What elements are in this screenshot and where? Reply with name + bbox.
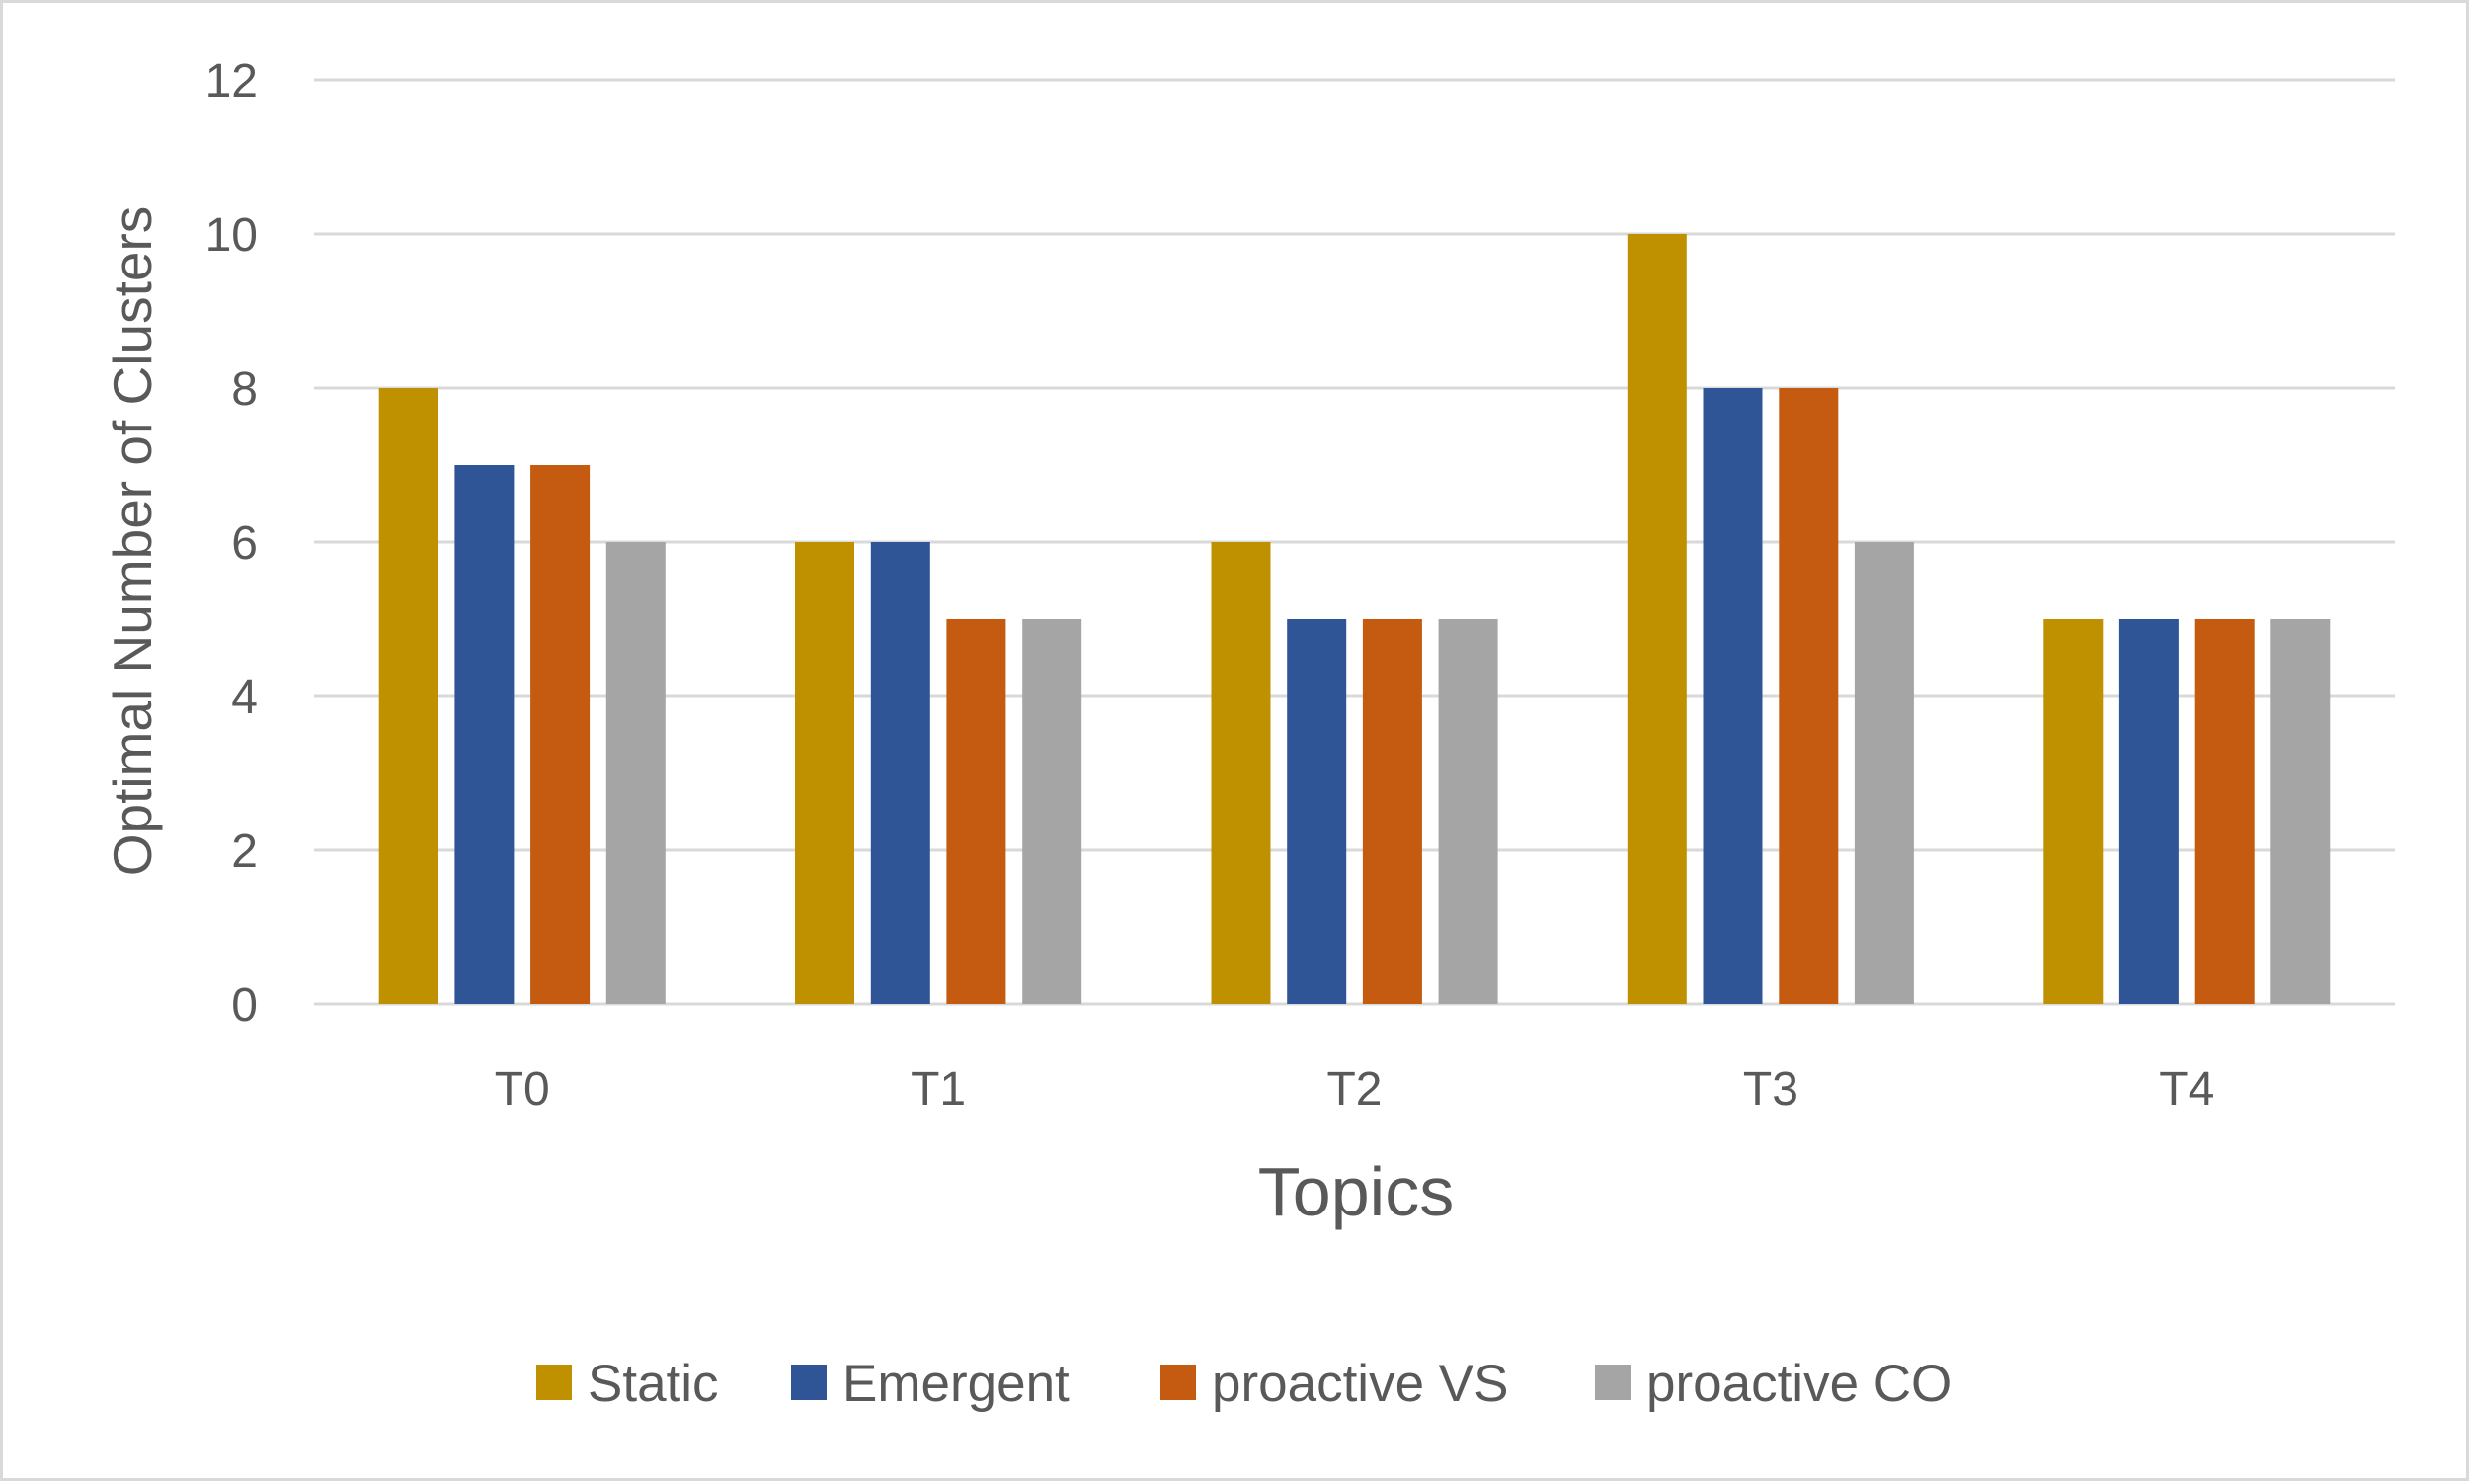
bar-static-t3	[1627, 234, 1687, 1004]
y-tick-label: 6	[231, 517, 258, 570]
bars	[378, 234, 2331, 1004]
bar-proactive-co-t2	[1438, 619, 1498, 1004]
bar-emergent-t2	[1287, 619, 1347, 1004]
bar-static-t1	[795, 542, 854, 1004]
x-tick-label: T4	[2159, 1063, 2214, 1116]
y-tick-label: 10	[205, 209, 258, 262]
legend-swatch	[1160, 1365, 1196, 1400]
x-tick-label: T2	[1326, 1063, 1382, 1116]
x-tick-label: T3	[1743, 1063, 1798, 1116]
legend-item-emergent: Emergent	[791, 1355, 1070, 1413]
x-axis-categories: T0 T1 T2 T3 T4	[495, 1063, 2215, 1116]
legend-label: proactive VS	[1212, 1355, 1508, 1413]
bar-proactive-vs-t0	[530, 465, 591, 1004]
bar-proactive-vs-t4	[2194, 619, 2255, 1004]
bar-proactive-co-t1	[1022, 619, 1082, 1004]
y-tick-label: 8	[231, 363, 258, 416]
bar-static-t0	[378, 388, 438, 1004]
bar-emergent-t1	[870, 542, 930, 1004]
bar-emergent-t0	[454, 465, 515, 1004]
bar-proactive-vs-t2	[1362, 619, 1422, 1004]
bar-proactive-co-t0	[605, 542, 666, 1004]
y-tick-label: 4	[231, 671, 258, 724]
legend-swatch	[536, 1365, 572, 1400]
legend: Static Emergent proactive VS proactive CO	[536, 1355, 1951, 1413]
x-tick-label: T1	[911, 1063, 966, 1116]
bar-emergent-t4	[2118, 619, 2179, 1004]
legend-label: proactive CO	[1646, 1355, 1951, 1413]
x-axis-title: Topics	[1258, 1153, 1454, 1230]
legend-label: Static	[588, 1355, 719, 1413]
bar-static-t2	[1211, 542, 1271, 1004]
y-axis-ticks: 0 2 4 6 8 10 12	[205, 55, 258, 1032]
bar-emergent-t3	[1703, 388, 1763, 1004]
legend-swatch	[1595, 1365, 1631, 1400]
y-tick-label: 0	[231, 979, 258, 1032]
y-tick-label: 12	[205, 55, 258, 108]
legend-label: Emergent	[842, 1355, 1070, 1413]
bar-proactive-vs-t3	[1779, 388, 1839, 1004]
legend-item-proactive-vs: proactive VS	[1160, 1355, 1508, 1413]
legend-item-static: Static	[536, 1355, 719, 1413]
legend-swatch	[791, 1365, 827, 1400]
bar-proactive-co-t4	[2270, 619, 2331, 1004]
bar-static-t4	[2043, 619, 2104, 1004]
legend-item-proactive-co: proactive CO	[1595, 1355, 1951, 1413]
x-tick-label: T0	[495, 1063, 550, 1116]
y-tick-label: 2	[231, 825, 258, 878]
bar-proactive-co-t3	[1854, 542, 1914, 1004]
y-axis-title: Optimal Number of Clusters	[102, 206, 163, 877]
bar-chart: 0 2 4 6 8 10 12 T0 T1 T2 T3 T4 Optimal Number of C…	[102, 55, 2395, 1413]
bar-proactive-vs-t1	[946, 619, 1006, 1004]
